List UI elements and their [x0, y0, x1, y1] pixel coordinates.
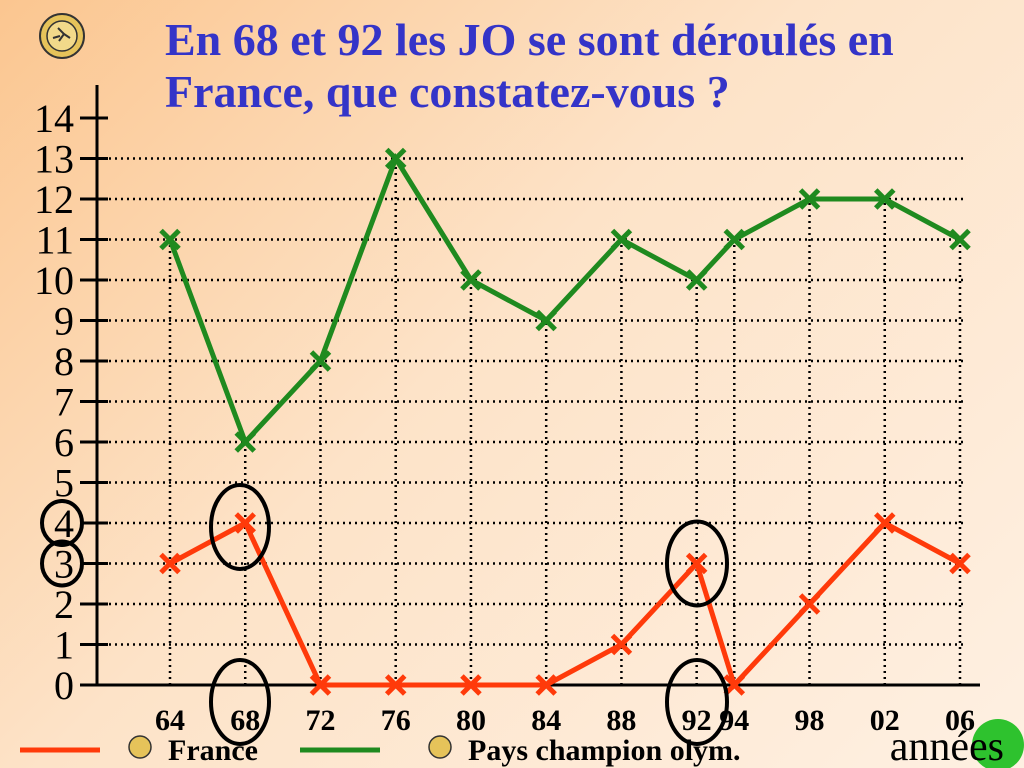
y-tick-label: 2 — [54, 582, 74, 627]
marker — [873, 512, 896, 534]
chart-title: En 68 et 92 les JO se sont déroulés en F… — [165, 14, 894, 117]
legend-icon — [128, 735, 152, 759]
x-tick-label: 64 — [155, 704, 185, 737]
y-tick-label: 1 — [54, 623, 74, 668]
marker — [685, 552, 708, 575]
x-tick-label: 88 — [606, 704, 636, 737]
decor-circle — [972, 719, 1024, 768]
series-line — [168, 519, 962, 690]
y-tick-label: 11 — [35, 218, 74, 263]
marker — [610, 633, 633, 656]
y-tick-label: 4 — [54, 501, 74, 546]
marker — [723, 228, 746, 251]
marker — [460, 674, 482, 696]
marker — [610, 228, 633, 251]
marker — [873, 188, 896, 210]
y-tick-label: 14 — [34, 96, 74, 141]
highlight-circle — [40, 539, 84, 588]
marker — [309, 350, 332, 372]
marker — [234, 512, 257, 534]
y-tick-label: 10 — [34, 258, 74, 303]
x-tick-label: 92 — [682, 704, 712, 737]
marker — [234, 431, 257, 453]
y-tick-label: 6 — [54, 420, 74, 465]
legend-label: France — [168, 734, 258, 767]
marker — [723, 674, 746, 696]
marker — [384, 147, 407, 170]
y-tick-label: 0 — [54, 663, 74, 708]
marker — [159, 228, 181, 251]
highlight-circle — [665, 519, 729, 608]
y-tick-label: 13 — [34, 137, 74, 182]
marker — [685, 269, 708, 291]
x-tick-label: 06 — [945, 704, 975, 737]
y-tick-label: 9 — [54, 299, 74, 344]
marker — [460, 269, 482, 291]
marker — [949, 552, 971, 575]
series-line — [167, 152, 962, 447]
x-axis-label: années — [890, 724, 1004, 768]
marker — [535, 309, 557, 332]
marker — [798, 188, 821, 210]
x-tick-label: 02 — [870, 704, 900, 737]
highlight-circle — [40, 499, 84, 547]
y-tick-label: 3 — [54, 542, 74, 587]
highlight-circle — [209, 483, 271, 571]
highlight-circle — [665, 658, 729, 746]
logo — [39, 13, 85, 59]
legend-icon — [428, 735, 452, 759]
marker — [159, 552, 181, 575]
x-tick-label: 84 — [531, 704, 561, 737]
marker — [535, 674, 557, 696]
x-tick-label: 80 — [456, 704, 486, 737]
y-tick-label: 12 — [34, 177, 74, 222]
marker — [384, 674, 407, 696]
x-tick-label: 76 — [381, 704, 411, 737]
marker — [949, 228, 971, 251]
y-tick-label: 7 — [54, 380, 74, 425]
legend-label: Pays champion olym. — [468, 734, 741, 767]
marker — [798, 593, 821, 615]
x-tick-label: 68 — [230, 704, 260, 737]
x-tick-label: 98 — [795, 704, 825, 737]
x-tick-label: 72 — [305, 704, 335, 737]
y-tick-label: 5 — [54, 461, 74, 506]
highlight-circle — [209, 658, 271, 746]
y-tick-label: 8 — [54, 339, 74, 384]
marker — [309, 674, 332, 696]
